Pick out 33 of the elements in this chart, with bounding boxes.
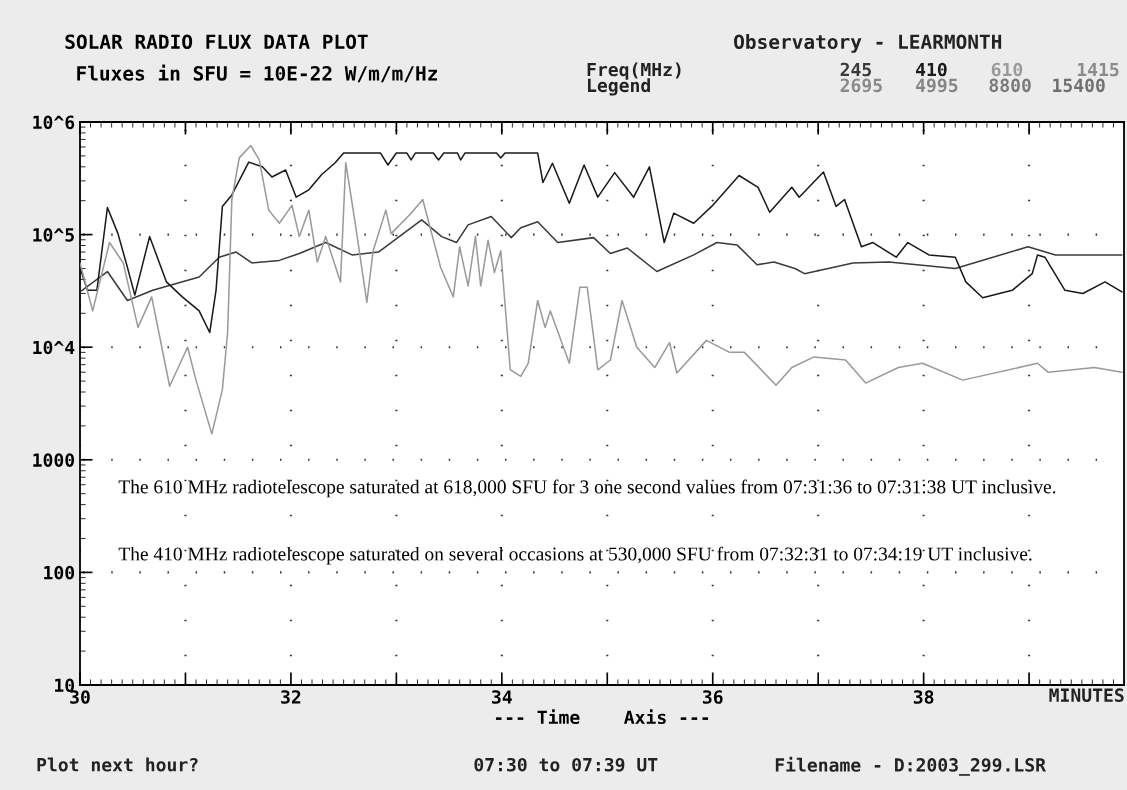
chart-subtitle: Fluxes in SFU = 10E-22 W/m/m/Hz <box>77 64 437 83</box>
x-tick-label: 30 <box>70 690 90 704</box>
x-tick-label: 34 <box>492 690 512 704</box>
annotation: The 410 MHz radiotelescope saturated on several occasions at 530,000 SFU from 07:32:31 to 07:34:19 UT inclusive. <box>118 546 1032 565</box>
chart-title: SOLAR RADIO FLUX DATA PLOT <box>65 34 368 50</box>
line-series <box>80 215 1123 302</box>
text: 610 <box>991 62 1023 77</box>
y-tick-label: 10^5 <box>33 228 74 242</box>
text: Observatory - LEARMONTH <box>734 34 1002 53</box>
text: 07:30 to 07:39 UT <box>474 757 658 772</box>
y-tick-label: 1000 <box>33 453 75 467</box>
line-series <box>80 152 1123 334</box>
x-axis-title: --- Time Axis --- <box>495 709 709 725</box>
y-tick-label: 100 <box>44 565 75 580</box>
text: Legend <box>588 78 650 96</box>
y-tick-label: 10^6 <box>33 115 75 130</box>
text: 1415 <box>1077 62 1119 77</box>
text: 245 <box>840 62 871 77</box>
text: MINUTES <box>1049 688 1124 703</box>
x-tick-label: 36 <box>702 690 723 704</box>
text: 2695 <box>840 78 882 93</box>
x-tick-label: 38 <box>913 690 934 704</box>
text: Freq(MHz) <box>587 62 681 80</box>
line-series <box>80 144 1123 435</box>
text: 15400 <box>1053 78 1105 93</box>
text: 410 <box>916 62 947 77</box>
text: 4995 <box>916 78 958 93</box>
text: Plot next hour? <box>37 757 198 772</box>
text: Filename - D:2003_299.LSR <box>775 756 1047 776</box>
annotation: The 610 MHz radiotelescope saturated at 618,000 SFU for 3 one second values from 07:31:36 to 07:31:38 UT inclusive. <box>118 479 1056 498</box>
y-tick-label: 10^4 <box>33 340 75 355</box>
x-tick-label: 32 <box>281 690 301 704</box>
text: 8800 <box>989 78 1031 93</box>
